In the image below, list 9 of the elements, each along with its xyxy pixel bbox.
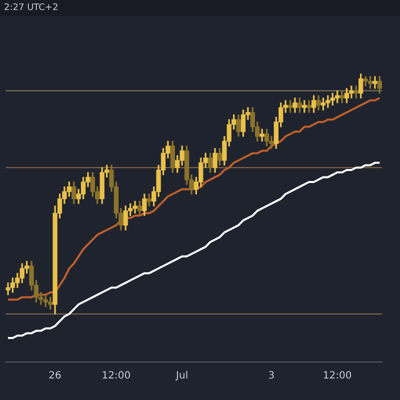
text: 2:27 UTC+2 xyxy=(4,3,58,13)
x-tick-label: 26 xyxy=(48,370,62,382)
x-tick-label: 12:00 xyxy=(322,370,352,382)
candlestick xyxy=(372,76,378,89)
candlestick xyxy=(340,90,344,104)
candlestick xyxy=(260,128,264,142)
x-tick-label: 12:00 xyxy=(102,370,131,382)
x-tick-label: 3 xyxy=(268,370,275,382)
x-tick-label: Jul xyxy=(175,370,188,382)
